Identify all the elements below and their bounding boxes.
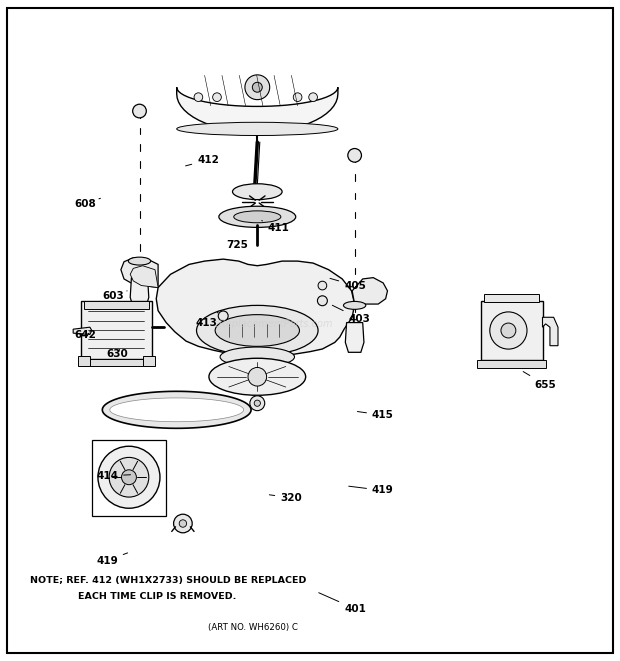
- Text: 405: 405: [330, 278, 366, 291]
- Circle shape: [133, 104, 146, 118]
- Text: 419: 419: [348, 485, 394, 496]
- Circle shape: [248, 368, 267, 386]
- Text: EACH TIME CLIP IS REMOVED.: EACH TIME CLIP IS REMOVED.: [78, 592, 236, 601]
- Ellipse shape: [215, 315, 299, 346]
- Text: eReplacementParts.com: eReplacementParts.com: [213, 319, 332, 329]
- Circle shape: [194, 93, 203, 102]
- Ellipse shape: [234, 211, 281, 223]
- Bar: [81, 301, 152, 359]
- Text: 403: 403: [332, 305, 370, 324]
- Bar: [78, 356, 90, 366]
- Text: 412: 412: [185, 155, 219, 166]
- Circle shape: [317, 295, 327, 306]
- Polygon shape: [110, 398, 244, 422]
- Circle shape: [174, 514, 192, 533]
- Polygon shape: [352, 278, 388, 304]
- Polygon shape: [73, 327, 92, 334]
- Bar: [143, 356, 155, 366]
- Circle shape: [98, 446, 160, 508]
- Text: 725: 725: [226, 239, 248, 250]
- Ellipse shape: [219, 206, 296, 227]
- Circle shape: [501, 323, 516, 338]
- Circle shape: [122, 470, 136, 485]
- Bar: [480, 301, 542, 360]
- Text: 320: 320: [269, 492, 302, 503]
- Text: 608: 608: [74, 198, 100, 209]
- Circle shape: [179, 520, 187, 527]
- Circle shape: [318, 281, 327, 290]
- Circle shape: [245, 75, 270, 100]
- Ellipse shape: [128, 257, 151, 265]
- Text: 401: 401: [319, 593, 366, 614]
- Text: 419: 419: [96, 553, 128, 566]
- Polygon shape: [121, 258, 158, 288]
- Polygon shape: [130, 278, 149, 307]
- Text: 642: 642: [74, 330, 96, 340]
- Text: 413: 413: [196, 312, 218, 328]
- Circle shape: [213, 93, 221, 102]
- Ellipse shape: [343, 301, 366, 309]
- Bar: [84, 301, 149, 309]
- Text: (ART NO. WH6260) C: (ART NO. WH6260) C: [208, 623, 298, 633]
- Circle shape: [254, 400, 260, 407]
- Polygon shape: [130, 266, 158, 288]
- Ellipse shape: [197, 305, 318, 356]
- Text: 603: 603: [102, 291, 127, 301]
- Ellipse shape: [220, 347, 294, 367]
- Polygon shape: [345, 323, 364, 352]
- Circle shape: [490, 312, 527, 349]
- Bar: [92, 440, 166, 516]
- Circle shape: [109, 457, 149, 497]
- Bar: [84, 359, 149, 366]
- Text: NOTE; REF. 412 (WH1X2733) SHOULD BE REPLACED: NOTE; REF. 412 (WH1X2733) SHOULD BE REPL…: [30, 576, 306, 585]
- Text: 630: 630: [107, 348, 128, 359]
- Text: 414: 414: [96, 471, 131, 481]
- Polygon shape: [177, 87, 338, 132]
- Circle shape: [218, 311, 228, 321]
- Text: 415: 415: [357, 410, 394, 420]
- Circle shape: [250, 396, 265, 410]
- Ellipse shape: [232, 184, 282, 200]
- Polygon shape: [542, 317, 558, 346]
- Bar: [477, 360, 546, 368]
- Ellipse shape: [177, 122, 338, 136]
- Text: 655: 655: [523, 371, 556, 390]
- Circle shape: [309, 93, 317, 102]
- Circle shape: [252, 82, 262, 93]
- Circle shape: [293, 93, 302, 102]
- Bar: [484, 294, 539, 302]
- Polygon shape: [156, 259, 355, 357]
- Polygon shape: [102, 391, 251, 428]
- Ellipse shape: [209, 358, 306, 395]
- Text: 411: 411: [262, 221, 290, 233]
- Circle shape: [348, 149, 361, 162]
